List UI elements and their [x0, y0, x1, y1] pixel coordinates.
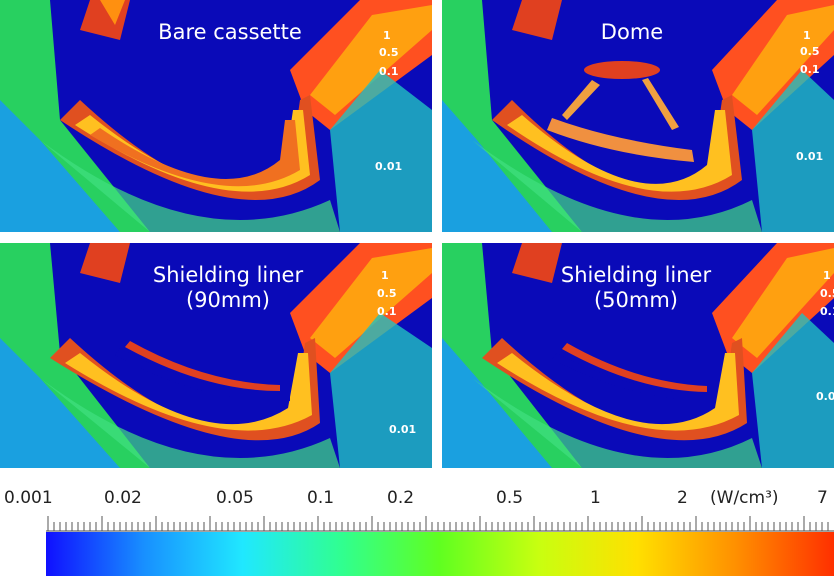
colorbar-unit-label: (W/cm³) [710, 488, 779, 508]
colorbar-tick-label: 0.02 [104, 488, 142, 508]
colorbar-tick-label: 0.05 [216, 488, 254, 508]
colorbar-tick-label: 2 [677, 488, 688, 508]
contour-label: 0.0 [816, 390, 834, 403]
contour-label: 1 [383, 29, 391, 42]
contour-label: 0.1 [800, 63, 820, 76]
colorbar-tick-label: 0.1 [307, 488, 335, 508]
panel-bare-cassette: Bare cassette 1 0.5 0.1 0.01 [0, 0, 432, 232]
panel-title: Bare cassette [158, 20, 302, 44]
colorbar-tick-label: 1 [590, 488, 601, 508]
heat-map-shielding-liner-50mm [442, 243, 834, 468]
contour-label: 1 [823, 269, 831, 282]
panel-title: Dome [600, 20, 664, 44]
panel-shielding-liner-90mm: Shielding liner (90mm) 1 0.5 0.1 0.01 [0, 243, 432, 468]
contour-label: 0.5 [379, 46, 399, 59]
contour-label: 0.01 [375, 160, 403, 173]
panel-shielding-liner-50mm: Shielding liner (50mm) 1 0.5 0.1 0.0 [442, 243, 834, 468]
colorbar-tick-label: 7 [817, 488, 828, 508]
panel-title: Shielding liner (90mm) [152, 263, 304, 312]
colorbar-tick-label: 0.001 [4, 488, 53, 508]
contour-label: 0.5 [820, 287, 834, 300]
colorbar-tick-label: 0.5 [496, 488, 524, 508]
colorbar-tick-label: 0.2 [387, 488, 415, 508]
contour-label: 0.1 [379, 65, 399, 78]
contour-label: 1 [803, 29, 811, 42]
panel-dome: Dome 1 0.5 0.1 0.01 [442, 0, 834, 232]
contour-label: 0.5 [800, 45, 820, 58]
contour-label: 0.1 [820, 305, 834, 318]
colorbar-tick-labels: 0.001 0.02 0.05 0.1 0.2 0.5 1 2 (W/cm³) … [0, 480, 834, 510]
heat-map-dome [442, 0, 834, 232]
contour-label: 0.5 [377, 287, 397, 300]
contour-label: 1 [381, 269, 389, 282]
colorbar-ticks [46, 516, 834, 532]
contour-label: 0.1 [377, 305, 397, 318]
contour-label: 0.01 [389, 423, 417, 436]
colorbar [46, 532, 834, 576]
contour-label: 0.01 [796, 150, 824, 163]
panel-title: Shielding liner (50mm) [560, 263, 712, 312]
heat-map-shielding-liner-90mm [0, 243, 432, 468]
heat-map-bare-cassette [0, 0, 432, 232]
